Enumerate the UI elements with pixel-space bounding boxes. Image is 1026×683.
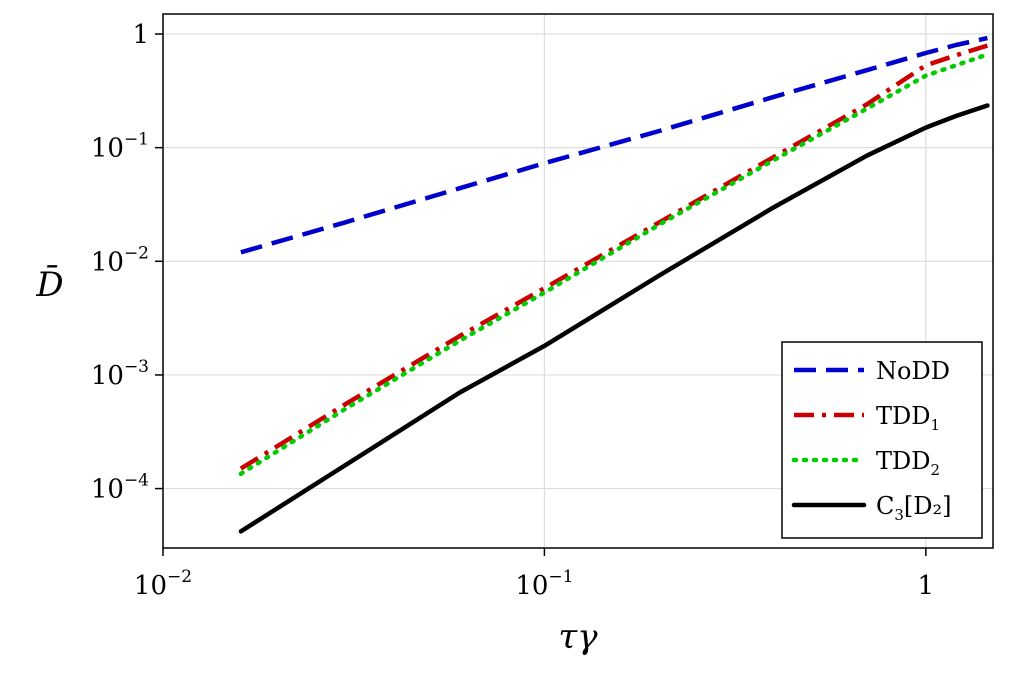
legend-label: TDD2 [876,447,940,479]
legend-label: NoDD [876,357,950,385]
legend-label: TDD1 [876,402,940,434]
y-tick-label: 1 [132,20,149,50]
x-tick-label: 10−2 [134,567,192,601]
ticks: 10−2 10−1 1 1 10−1 10−2 10−3 10−4 [91,20,934,601]
plot-frame [162,13,994,549]
series-line-c3-d2 [238,103,990,534]
x-axis-label: τγ [558,617,598,657]
grid [162,14,993,548]
y-tick-label: 10−4 [91,471,149,505]
y-tick-label: 10−1 [91,130,149,164]
series-line-tdd1 [239,43,989,471]
series-line-nodd [240,35,988,255]
y-tick-label: 10−3 [91,357,149,391]
x-tick-label: 1 [918,571,935,601]
y-axis-label: D̄ [35,264,63,305]
series-line-tdd2 [238,52,990,477]
y-tick-label: 10−2 [91,243,149,277]
series-lines [238,35,990,534]
legend-label: C3[D₂] [876,492,952,524]
legend: NoDD TDD1 TDD2 C3[D₂] [781,341,983,539]
x-tick-label: 10−1 [515,567,573,601]
